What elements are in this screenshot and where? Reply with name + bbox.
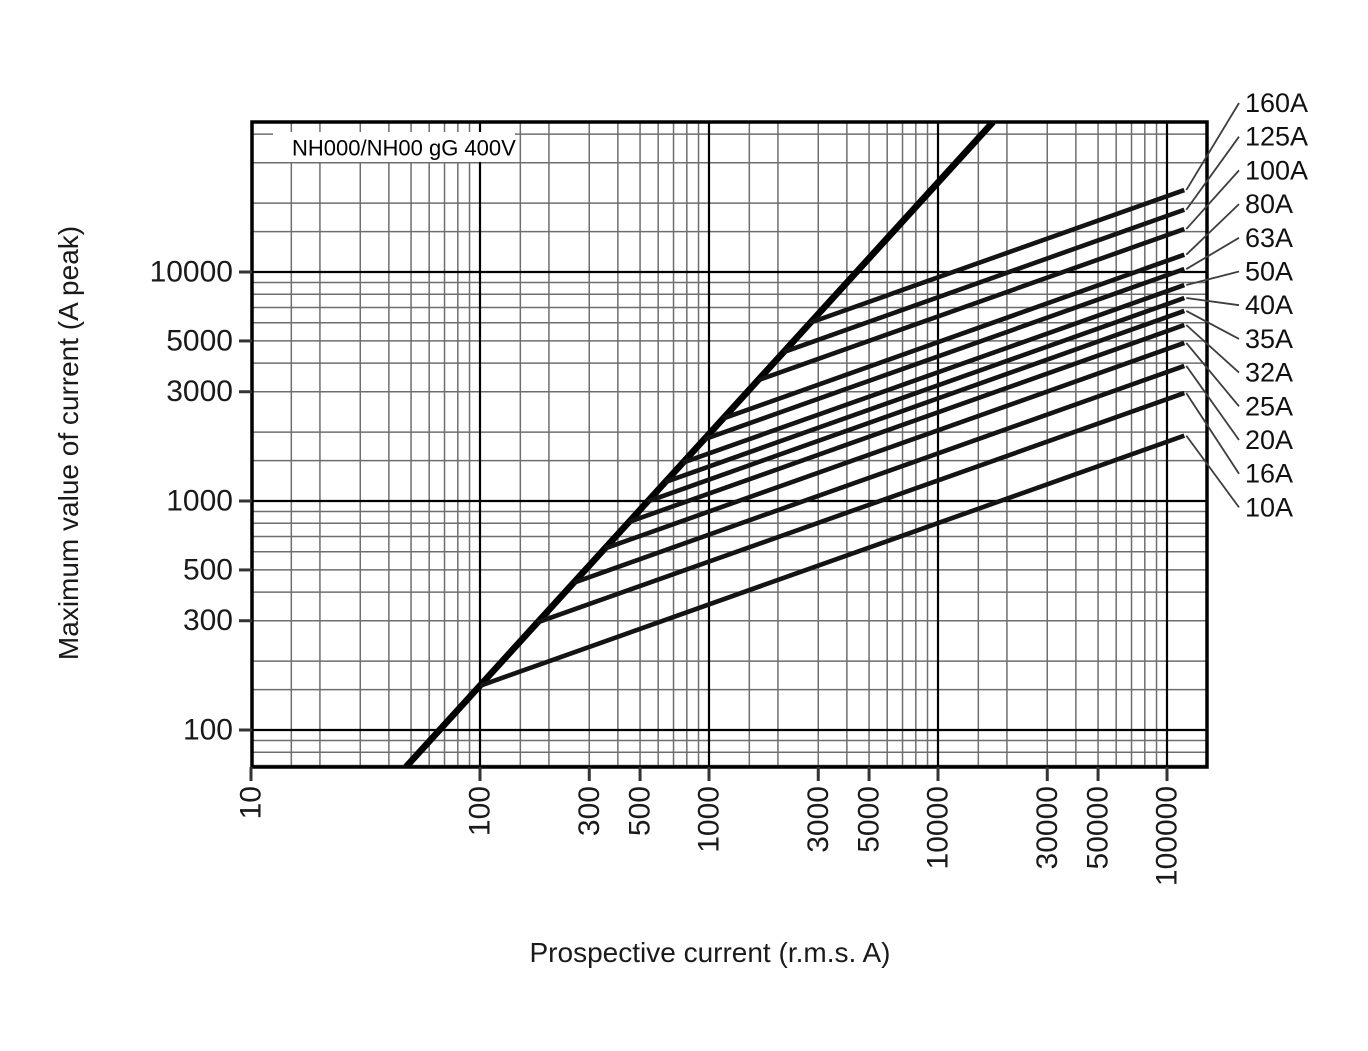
leader-line-63A bbox=[1185, 237, 1240, 270]
y-tick-label: 10000 bbox=[150, 256, 233, 289]
series-label-35A: 35A bbox=[1245, 324, 1293, 354]
y-axis-title: Maximum value of current (A peak) bbox=[53, 226, 84, 660]
x-tick-label: 3000 bbox=[802, 786, 835, 853]
x-tick-label: 10000 bbox=[922, 786, 955, 869]
series-label-125A: 125A bbox=[1245, 122, 1308, 152]
x-tick-label: 30000 bbox=[1031, 786, 1064, 869]
prospective-peak-line bbox=[403, 122, 996, 767]
chart-title: NH000/NH00 gG 400V bbox=[292, 136, 516, 161]
x-tick-label: 100000 bbox=[1151, 786, 1184, 886]
series-label-80A: 80A bbox=[1245, 189, 1293, 219]
leader-line-25A bbox=[1185, 342, 1240, 407]
fuse-curve-50A bbox=[681, 282, 1186, 465]
x-tick-label: 5000 bbox=[853, 786, 886, 853]
y-tick-label: 5000 bbox=[166, 324, 233, 357]
leader-line-80A bbox=[1185, 203, 1240, 256]
leader-line-125A bbox=[1185, 136, 1240, 211]
fuse-curve-63A bbox=[703, 266, 1186, 442]
leader-line-20A bbox=[1185, 365, 1240, 441]
x-tick-label: 1000 bbox=[693, 786, 726, 853]
x-tick-label: 10 bbox=[235, 786, 268, 819]
grid bbox=[252, 122, 1207, 767]
fuse-curve-80A bbox=[722, 252, 1186, 421]
fuse-curve-25A bbox=[603, 340, 1186, 551]
x-axis-title: Prospective current (r.m.s. A) bbox=[530, 937, 891, 968]
leader-line-16A bbox=[1185, 392, 1240, 475]
x-tick-label: 50000 bbox=[1082, 786, 1115, 869]
fuse-curve-16A bbox=[536, 390, 1186, 625]
series-label-20A: 20A bbox=[1245, 425, 1293, 455]
y-tick-label: 100 bbox=[183, 714, 233, 747]
y-tick-label: 500 bbox=[183, 553, 233, 586]
series-label-10A: 10A bbox=[1245, 492, 1293, 522]
fuse-curve-35A bbox=[646, 308, 1186, 504]
y-tick-label: 1000 bbox=[166, 485, 233, 518]
leader-line-10A bbox=[1185, 435, 1240, 508]
leader-line-100A bbox=[1185, 169, 1240, 230]
x-tick-label: 100 bbox=[464, 786, 497, 836]
curves bbox=[403, 122, 1186, 767]
series-label-160A: 160A bbox=[1245, 88, 1308, 118]
series-label-40A: 40A bbox=[1245, 290, 1293, 320]
leader-line-50A bbox=[1186, 270, 1240, 286]
y-tick-label: 300 bbox=[183, 604, 233, 637]
fuse-curve-100A bbox=[757, 226, 1186, 383]
x-tick-label: 500 bbox=[624, 786, 657, 836]
series-label-32A: 32A bbox=[1245, 358, 1293, 388]
fuse-curve-125A bbox=[782, 207, 1186, 355]
series-label-100A: 100A bbox=[1245, 155, 1308, 185]
fuse-curve-32A bbox=[628, 322, 1186, 525]
fuse-curve-20A bbox=[573, 363, 1186, 585]
chart-title-backing bbox=[273, 132, 515, 162]
fuse-curve-160A bbox=[809, 187, 1186, 325]
fuse-curve-40A bbox=[664, 295, 1186, 485]
leader-line-160A bbox=[1185, 102, 1240, 191]
series-label-25A: 25A bbox=[1245, 391, 1293, 421]
leader-line-35A bbox=[1185, 310, 1240, 340]
x-tick-label: 300 bbox=[573, 786, 606, 836]
leader-line-40A bbox=[1186, 297, 1240, 307]
plot-frame bbox=[250, 120, 1209, 769]
series-label-50A: 50A bbox=[1245, 257, 1293, 287]
y-tick-label: 3000 bbox=[166, 375, 233, 408]
series-label-16A: 16A bbox=[1245, 459, 1293, 489]
series-label-63A: 63A bbox=[1245, 223, 1293, 253]
leader-line-32A bbox=[1185, 324, 1240, 374]
fuse-curve-10A bbox=[479, 433, 1186, 688]
